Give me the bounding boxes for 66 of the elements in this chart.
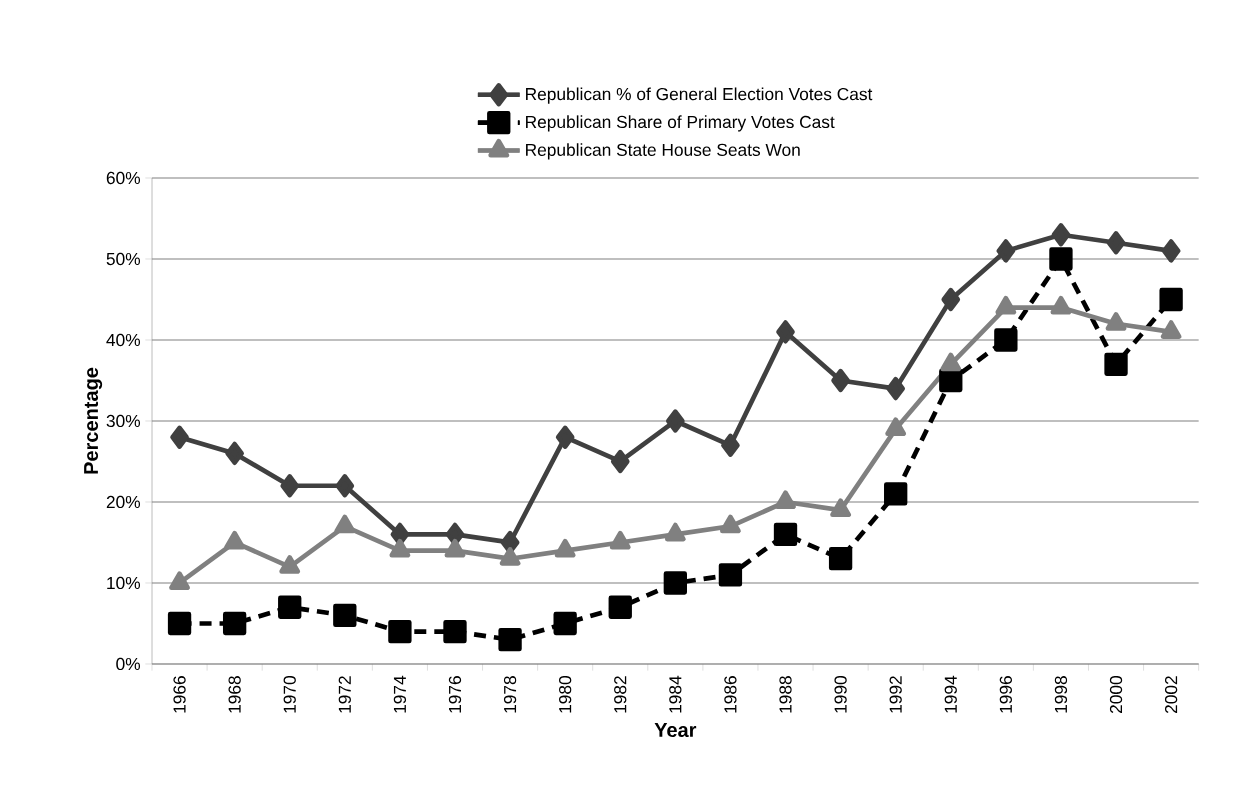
x-tick-label: 1978	[503, 676, 517, 713]
point	[1104, 352, 1128, 376]
x-tick-label: 1972	[338, 676, 351, 713]
y-tick-label: 60%	[106, 171, 141, 185]
point	[443, 619, 467, 644]
x-tick-label: 1984	[669, 675, 682, 713]
point	[828, 547, 853, 571]
legend-label: Republican State House Seats Won	[526, 143, 800, 160]
point	[553, 611, 577, 636]
x-tick-label: 2002	[1164, 676, 1178, 714]
point	[167, 611, 192, 636]
point	[1049, 247, 1073, 271]
point	[1106, 231, 1126, 255]
x-tick-label: 1988	[779, 676, 792, 713]
point	[333, 603, 357, 628]
x-tick-label: 1990	[834, 676, 847, 713]
x-tick-label: 1980	[559, 676, 572, 713]
x-tick-label: 1966	[173, 676, 186, 713]
x-tick-label: 1976	[448, 676, 462, 713]
point	[776, 320, 795, 344]
point	[1161, 239, 1181, 263]
point	[996, 239, 1016, 263]
y-tick-label: 30%	[106, 414, 141, 428]
y-axis-title: Percentage	[84, 367, 103, 474]
x-tick-label: 1974	[393, 675, 407, 713]
point	[886, 376, 906, 401]
point	[498, 628, 522, 652]
point	[608, 595, 632, 619]
legend-label: Republican % of General Election Votes Cast	[526, 87, 873, 104]
y-tick-label: 40%	[106, 333, 141, 347]
point	[831, 368, 850, 393]
legend-label: Republican Share of Primary Votes Cast	[526, 115, 835, 132]
point	[335, 474, 355, 498]
y-tick-label: 10%	[107, 576, 141, 590]
y-tick-label: 0%	[116, 657, 141, 671]
point	[1051, 223, 1071, 247]
point	[939, 368, 963, 393]
point	[170, 425, 189, 449]
x-tick-label: 1986	[724, 676, 737, 713]
point	[718, 563, 743, 587]
x-tick-label: 1982	[614, 676, 627, 713]
point	[388, 619, 412, 644]
point	[555, 425, 575, 449]
point	[225, 441, 244, 466]
point	[610, 449, 630, 474]
x-tick-label: 2000	[1109, 676, 1123, 714]
point	[222, 611, 247, 636]
x-tick-label: 1994	[944, 675, 957, 713]
point	[663, 571, 688, 595]
y-tick-label: 50%	[106, 252, 141, 266]
point	[280, 474, 300, 498]
x-tick-label: 1996	[999, 676, 1012, 713]
y-tick-label: 20%	[106, 495, 141, 509]
point	[666, 409, 685, 433]
x-tick-label: 1970	[283, 676, 296, 713]
point	[994, 328, 1018, 352]
point	[773, 522, 798, 547]
x-axis-title: Year	[654, 723, 697, 738]
point	[1159, 287, 1183, 312]
point	[721, 433, 740, 457]
x-tick-label: 1992	[889, 676, 902, 713]
point	[941, 287, 961, 312]
point	[278, 595, 302, 619]
x-tick-label: 1968	[228, 676, 241, 713]
point	[884, 482, 908, 506]
x-tick-label: 1998	[1054, 676, 1068, 713]
